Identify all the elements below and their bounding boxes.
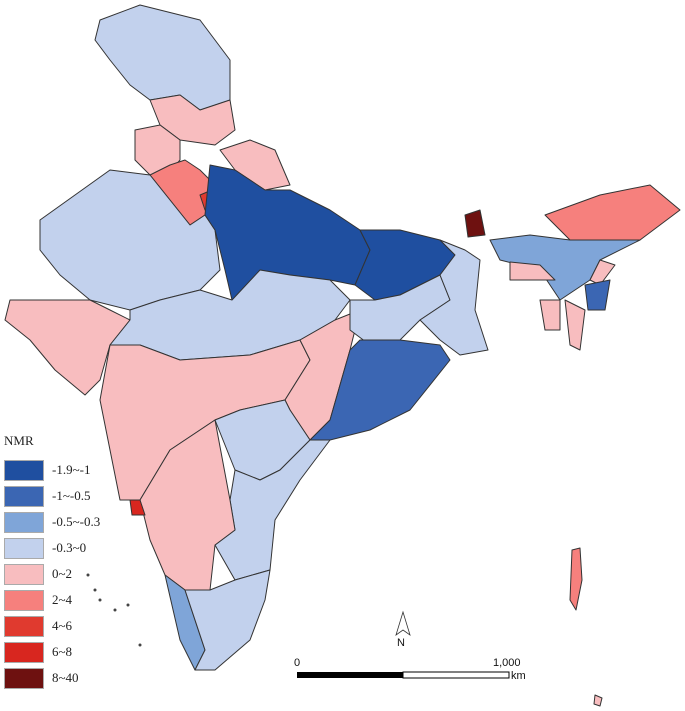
region-tamil-nadu [184,569,271,671]
lakshadweep-island [86,573,90,577]
legend-title: NMR [4,433,34,448]
legend-item: -1.9~-1 [4,457,100,483]
region-jammu-kashmir [94,4,231,111]
region-andaman-islands [569,547,583,611]
region-meghalaya [509,261,556,281]
region-mizoram [564,299,586,351]
legend-item: 0~2 [4,561,100,587]
lakshadweep-island [93,588,97,592]
region-nicobar-islands [593,694,603,707]
legend-label: -1.9~-1 [52,462,91,477]
legend-swatch [4,485,44,507]
legend-label: 0~2 [52,566,73,581]
legend-item: 6~8 [4,639,100,665]
legend-swatch [4,589,44,611]
region-sikkim [464,209,486,238]
legend-label: 4~6 [52,618,73,633]
legend-swatch [4,537,44,559]
lakshadweep-island [98,598,102,602]
legend-label: 6~8 [52,644,73,659]
legend-swatch [4,615,44,637]
region-manipur [584,279,611,311]
scale-end: 1,000 [493,657,521,669]
lakshadweep-island [126,603,130,607]
legend-swatch [4,641,44,663]
lakshadweep-island [113,608,117,612]
legend: NMR -1.9~-1 -1~-0.5 -0.5~-0.3 -0.3~0 0~2 2~4 4… [4,433,100,691]
lakshadweep-island [138,643,142,647]
region-goa [129,499,146,516]
legend-swatch [4,459,44,481]
north-label: N [397,637,405,649]
legend-item: 2~4 [4,587,100,613]
region-karnataka [139,419,236,591]
region-rajasthan [39,169,221,311]
region-west-bengal [419,239,489,356]
legend-item: 8~40 [4,665,100,691]
legend-swatch [4,563,44,585]
legend-label: -0.5~-0.3 [52,514,101,529]
region-arunachal [544,184,681,241]
legend-label: 8~40 [52,670,79,685]
region-gujarat [4,299,131,396]
scale-start: 0 [294,657,301,669]
legend-item: -0.3~0 [4,535,100,561]
legend-label: -1~-0.5 [52,488,91,503]
legend-swatch [4,667,44,689]
legend-label: 2~4 [52,592,73,607]
region-odisha [309,339,451,441]
legend-swatch [4,511,44,533]
legend-item: -0.5~-0.3 [4,509,100,535]
region-tripura [539,299,561,331]
legend-label: -0.3~0 [52,540,87,555]
legend-item: 4~6 [4,613,100,639]
legend-item: -1~-0.5 [4,483,100,509]
scale-unit: km [511,670,526,682]
